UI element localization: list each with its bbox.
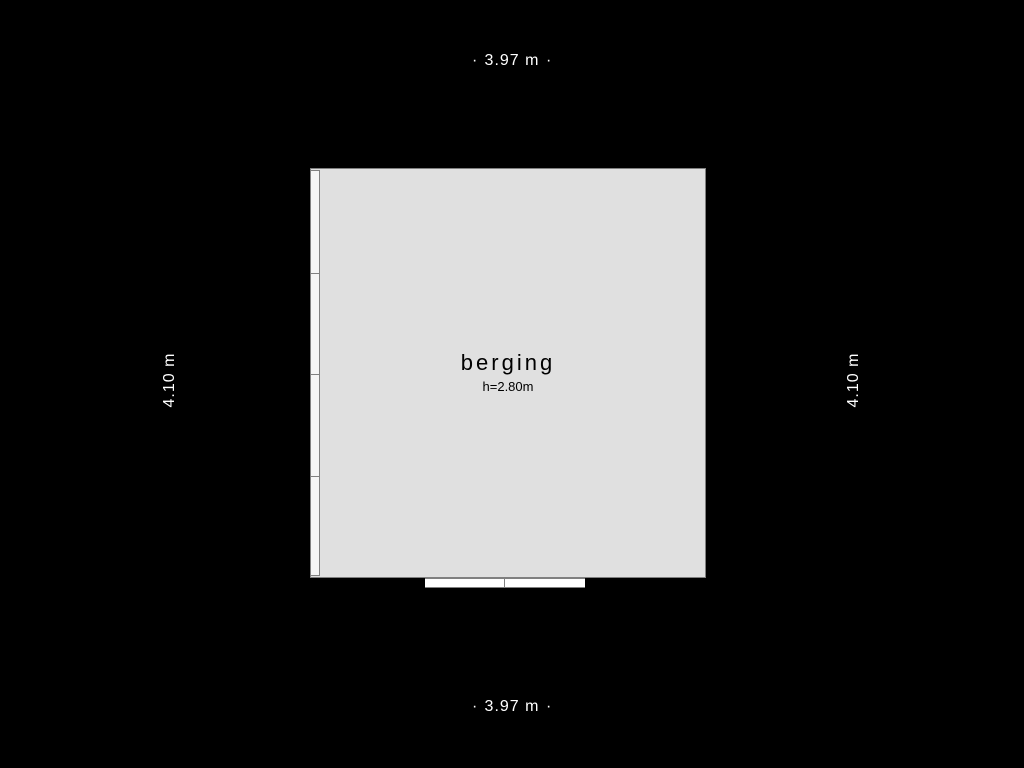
floorplan-canvas: berging h=2.80m · 3.97 m · · 3.97 m · 4.… — [0, 0, 1024, 768]
window-left — [310, 170, 320, 576]
dim-tick: · — [546, 52, 551, 70]
door-bottom — [425, 578, 585, 588]
window-divider — [311, 374, 319, 375]
dim-tick: · — [472, 698, 477, 716]
dimension-bottom: 3.97 m — [485, 698, 540, 716]
window-divider — [311, 476, 319, 477]
room-label-height: h=2.80m — [483, 379, 534, 394]
dimension-right: 4.10 m — [845, 353, 863, 408]
door-divider — [504, 579, 505, 587]
dim-tick: · — [472, 52, 477, 70]
dimension-left: 4.10 m — [161, 353, 179, 408]
dim-tick: · — [546, 698, 551, 716]
dimension-top: 3.97 m — [485, 52, 540, 70]
window-divider — [311, 273, 319, 274]
room-label-title: berging — [461, 350, 555, 376]
